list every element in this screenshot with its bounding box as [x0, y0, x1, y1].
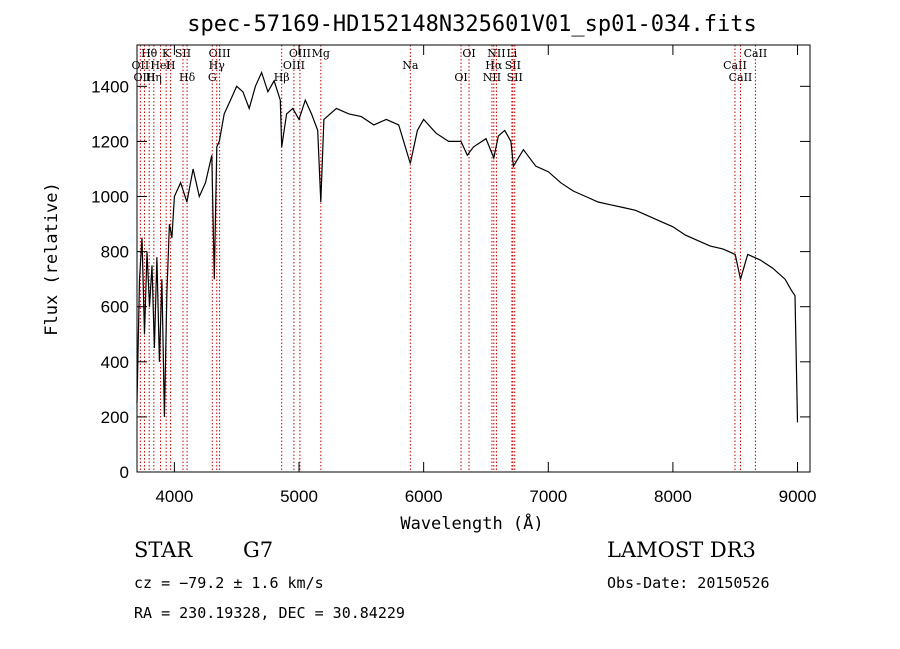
x-tick-label: 5000 — [280, 487, 318, 506]
chart-title: spec-57169-HD152148N325601V01_sp01-034.f… — [187, 12, 757, 37]
x-tick-label: 7000 — [529, 487, 567, 506]
line-label: CaII — [744, 47, 768, 60]
line-label: CaII — [723, 59, 747, 72]
line-label: Hγ — [209, 59, 226, 72]
line-label: K — [162, 47, 171, 60]
plot-area: HθOIIOIIIKHeIHηSIIHHδOIIIHγGOIIIOIIIHβMg… — [91, 44, 817, 506]
line-label: OIII — [209, 47, 231, 60]
x-tick-label: 9000 — [779, 487, 817, 506]
line-label: Hα — [485, 59, 503, 72]
plot-frame — [136, 44, 811, 473]
y-tick-label: 1200 — [91, 132, 129, 151]
x-tick-label: 8000 — [654, 487, 692, 506]
line-label: SII — [175, 47, 191, 60]
line-label: Hη — [146, 71, 162, 84]
coordinates: RA = 230.19328, DEC = 30.84229 — [134, 604, 405, 622]
line-label: OIII — [283, 59, 305, 72]
line-label: OII — [132, 59, 150, 72]
line-label: H — [166, 59, 176, 72]
spectrum-line — [136, 70, 799, 423]
x-tick-label: 6000 — [405, 487, 443, 506]
line-label: CaII — [729, 71, 753, 84]
line-label: Mg — [312, 47, 330, 60]
line-label: Li — [506, 47, 517, 60]
line-label: NII — [487, 47, 505, 60]
line-label: SII — [507, 71, 523, 84]
obs-date: Obs-Date: 20150526 — [607, 574, 770, 592]
line-label: OI — [462, 47, 475, 60]
line-label: OI — [454, 71, 467, 84]
y-tick-label: 600 — [101, 298, 129, 317]
y-axis-label: Flux (relative) — [42, 182, 62, 336]
x-tick-label: 4000 — [155, 487, 193, 506]
line-label: Hβ — [274, 71, 290, 84]
y-tick-label: 0 — [120, 463, 129, 482]
line-label: NII — [483, 71, 501, 84]
line-label: G — [208, 71, 217, 84]
line-label: SII — [505, 59, 521, 72]
subclass: G7 — [243, 538, 274, 562]
y-tick-label: 200 — [101, 408, 129, 427]
line-label: OIII — [133, 71, 155, 84]
redshift-cz: cz = −79.2 ± 1.6 km/s — [134, 574, 324, 592]
line-label: Na — [402, 59, 419, 72]
line-label: HeI — [150, 59, 170, 72]
survey-name: LAMOST DR3 — [607, 538, 756, 562]
y-tick-label: 1400 — [91, 77, 129, 96]
y-tick-label: 400 — [101, 353, 129, 372]
line-label: Hδ — [179, 71, 196, 84]
y-tick-label: 1000 — [91, 188, 129, 207]
object-class: STAR — [134, 538, 193, 562]
y-tick-label: 800 — [101, 243, 129, 262]
x-axis-label: Wavelength (Å) — [400, 512, 543, 534]
